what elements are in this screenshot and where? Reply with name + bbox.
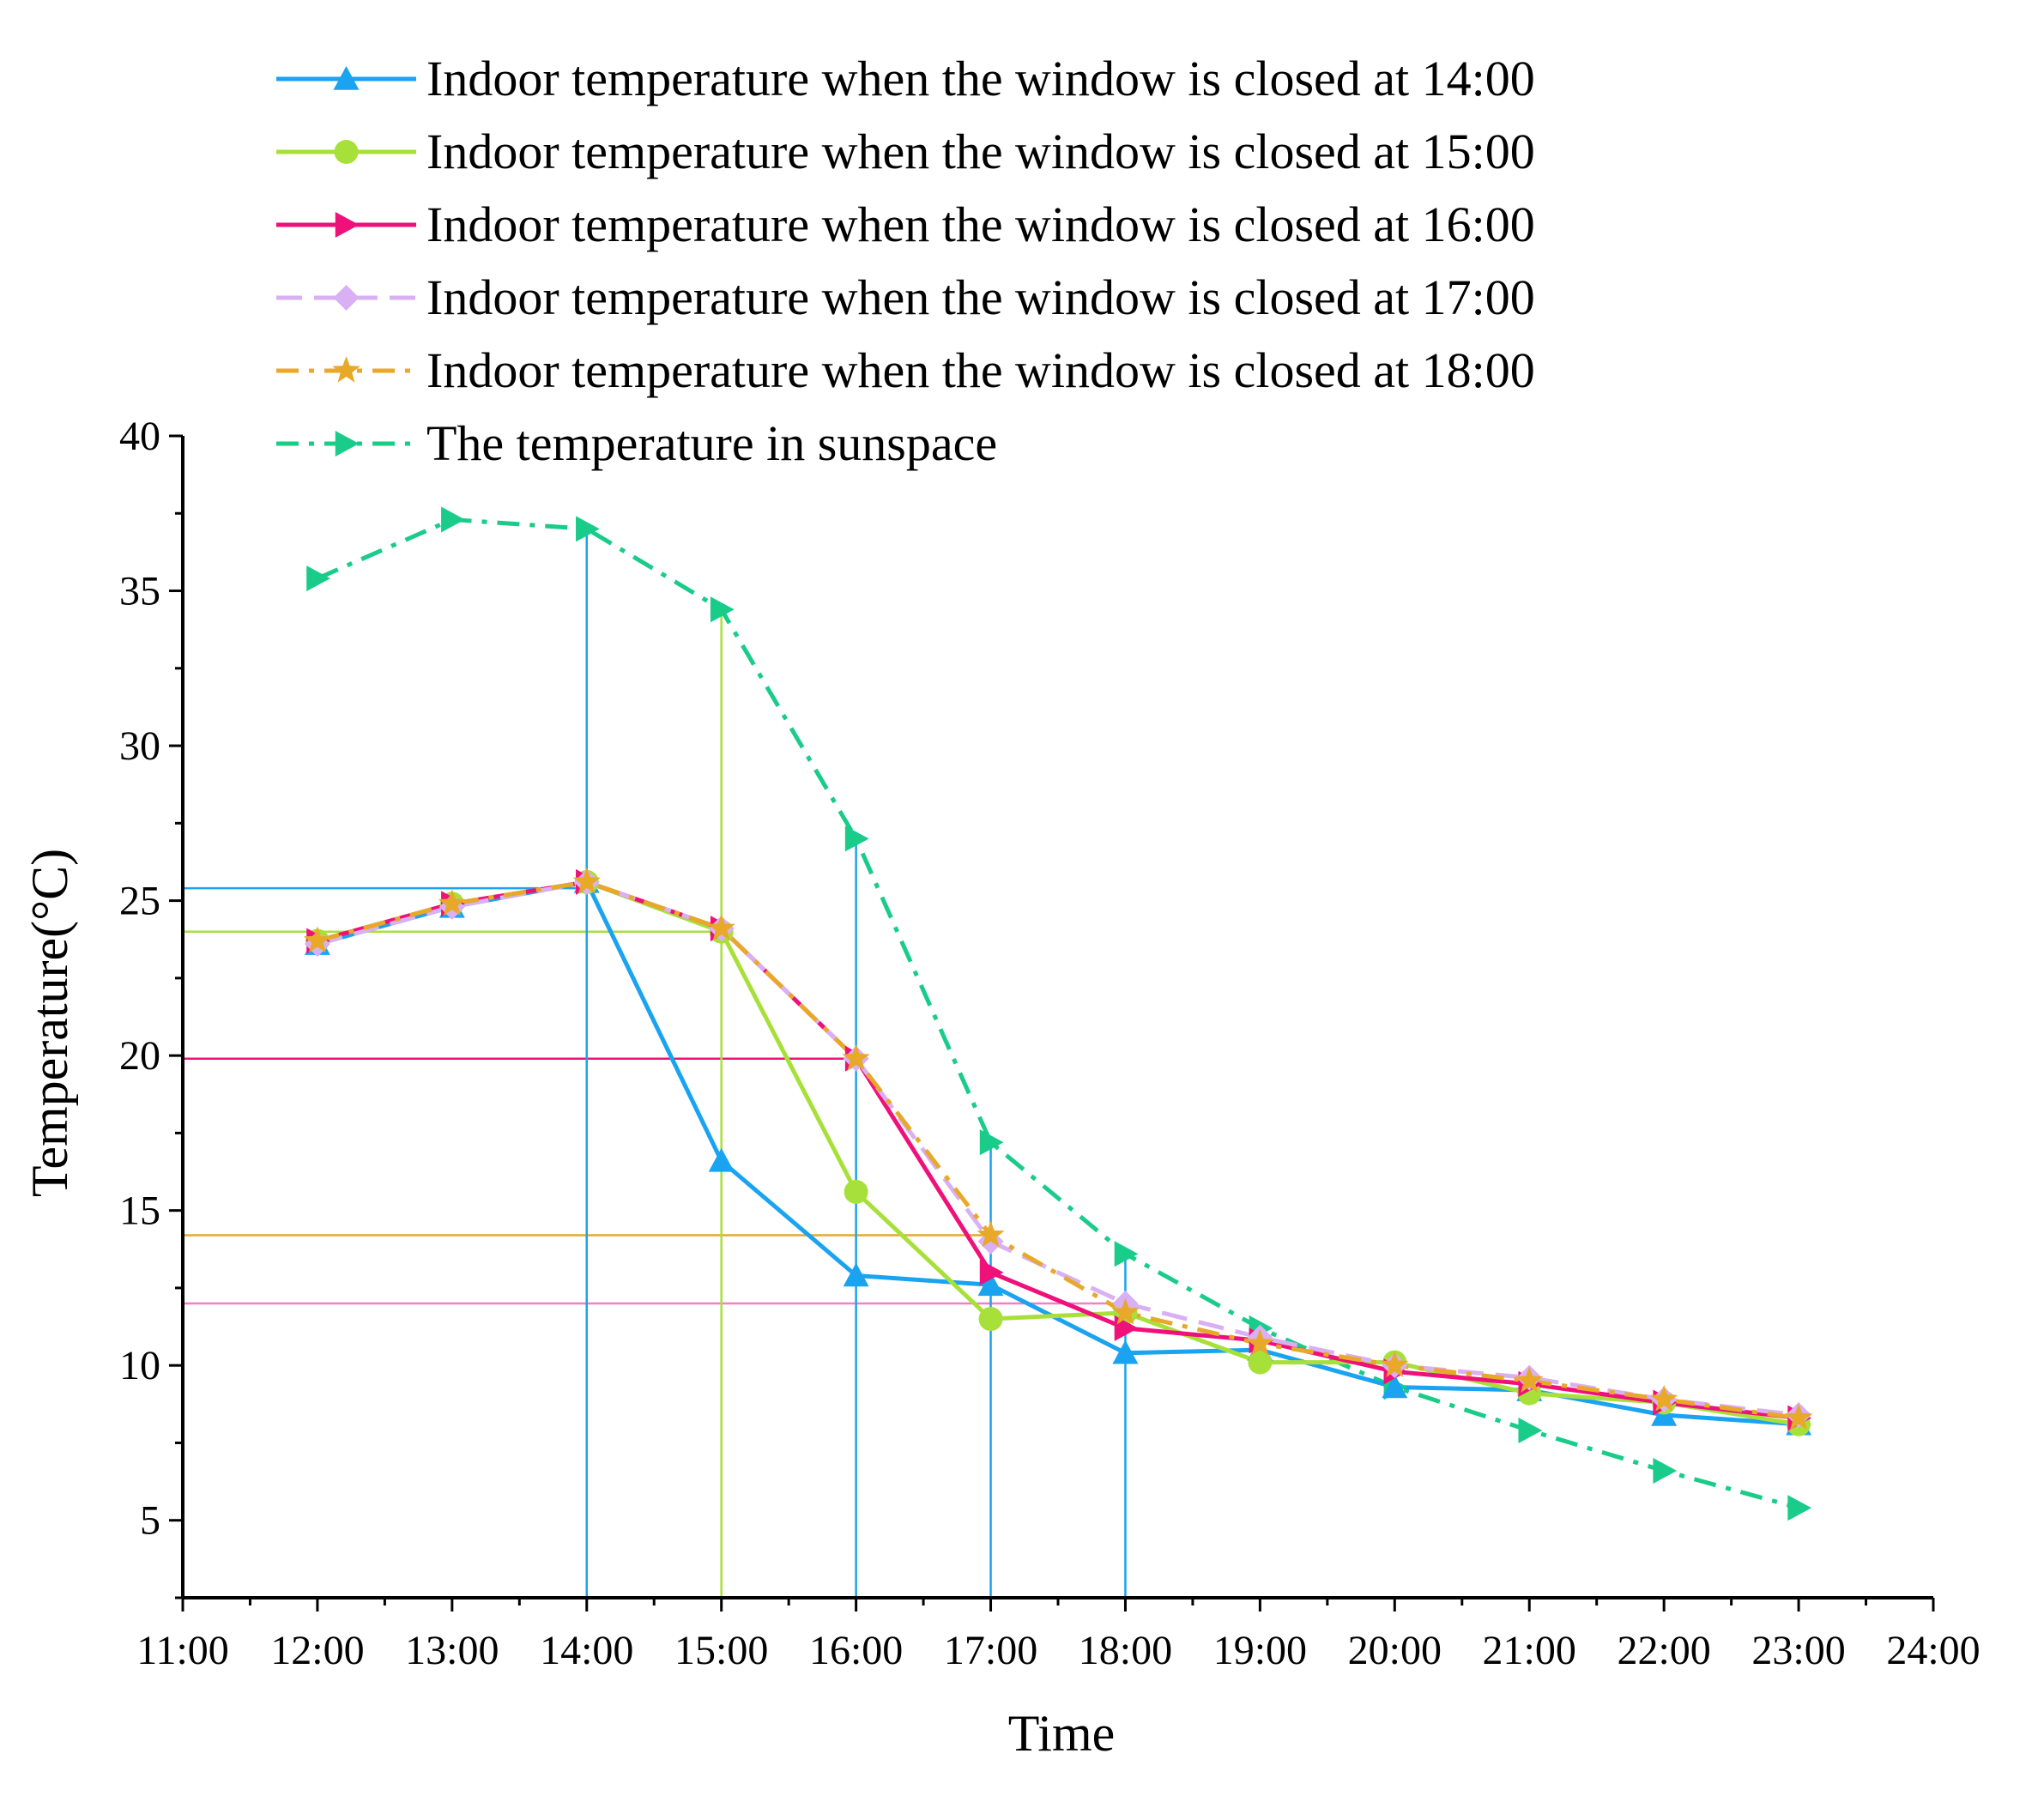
series-line-1 bbox=[317, 880, 1799, 1427]
legend-label-5: Indoor temperature when the window is cl… bbox=[426, 342, 1535, 398]
y-tick-label: 20 bbox=[119, 1033, 160, 1079]
series-1-point-9 bbox=[1382, 1374, 1408, 1399]
series-line-2 bbox=[317, 880, 1799, 1427]
legend-label-1: Indoor temperature when the window is cl… bbox=[426, 51, 1535, 106]
series-6-point-7 bbox=[1114, 1241, 1139, 1267]
x-tick-label: 12:00 bbox=[270, 1628, 364, 1673]
y-tick-label: 40 bbox=[119, 414, 160, 459]
series-5-point-8 bbox=[1246, 1328, 1274, 1356]
legend-label-4: Indoor temperature when the window is cl… bbox=[426, 269, 1535, 325]
series-line-5 bbox=[317, 880, 1799, 1421]
legend: Indoor temperature when the window is cl… bbox=[276, 51, 1535, 471]
series-5-point-2 bbox=[438, 889, 466, 916]
series-6-point-6 bbox=[979, 1129, 1004, 1156]
series-5-point-1 bbox=[303, 926, 332, 953]
x-tick-label: 22:00 bbox=[1617, 1628, 1710, 1673]
y-tick-label: 25 bbox=[119, 879, 160, 924]
legend-marker-1 bbox=[333, 66, 360, 90]
legend-marker-5 bbox=[332, 356, 360, 383]
series-5-point-4 bbox=[707, 914, 735, 940]
x-tick-label: 15:00 bbox=[674, 1628, 768, 1673]
series-line-6 bbox=[316, 517, 1799, 1510]
x-tick-label: 21:00 bbox=[1483, 1628, 1576, 1673]
series-5-point-7 bbox=[1111, 1297, 1140, 1325]
series-5-point-5 bbox=[842, 1043, 870, 1071]
x-tick-label: 11:00 bbox=[136, 1628, 229, 1673]
series-6-point-12 bbox=[1787, 1495, 1812, 1521]
x-tick-label: 20:00 bbox=[1348, 1628, 1442, 1673]
x-tick-label: 17:00 bbox=[944, 1628, 1037, 1673]
x-tick-label: 18:00 bbox=[1079, 1628, 1172, 1673]
series-markers bbox=[303, 506, 1813, 1521]
y-axis-label: Temperature(°C) bbox=[21, 849, 78, 1197]
series-line-3 bbox=[317, 880, 1799, 1421]
series-6-point-2 bbox=[441, 506, 465, 533]
legend-label-3: Indoor temperature when the window is cl… bbox=[426, 197, 1535, 252]
series-5-point-6 bbox=[977, 1220, 1005, 1248]
series-3-point-6 bbox=[979, 1259, 1004, 1285]
x-tick-label: 16:00 bbox=[809, 1628, 903, 1673]
y-tick-label: 35 bbox=[119, 569, 160, 614]
series-lines bbox=[316, 517, 1799, 1510]
legend-marker-6 bbox=[335, 431, 360, 457]
series-line-4 bbox=[317, 880, 1799, 1418]
x-tick-label: 13:00 bbox=[405, 1628, 499, 1673]
legend-label-6: The temperature in sunspace bbox=[426, 415, 997, 471]
series-5-point-12 bbox=[1784, 1403, 1813, 1430]
reference-lines bbox=[183, 529, 1127, 1598]
series-2-point-8 bbox=[1248, 1350, 1273, 1375]
x-tick-label: 19:00 bbox=[1213, 1628, 1307, 1673]
y-tick-label: 15 bbox=[119, 1188, 160, 1234]
series-1-point-5 bbox=[843, 1262, 869, 1287]
legend-marker-2 bbox=[334, 140, 359, 164]
series-5-point-9 bbox=[1381, 1351, 1409, 1377]
y-tick-label: 30 bbox=[119, 723, 160, 769]
series-1-point-6 bbox=[977, 1272, 1004, 1297]
axes: 11:00 12:00 13:00 14:00 15:00 16:00 17:00 18:00… bbox=[119, 414, 1981, 1673]
x-axis-label: Time bbox=[1008, 1705, 1116, 1762]
series-6-point-5 bbox=[844, 825, 869, 852]
x-tick-label: 23:00 bbox=[1751, 1628, 1845, 1673]
x-tick-label: 24:00 bbox=[1886, 1628, 1980, 1673]
series-5-point-10 bbox=[1515, 1366, 1544, 1393]
legend-marker-4 bbox=[333, 285, 360, 311]
y-tick-label: 5 bbox=[140, 1498, 160, 1544]
y-tick-label: 10 bbox=[119, 1343, 160, 1388]
legend-label-2: Indoor temperature when the window is cl… bbox=[426, 124, 1535, 179]
x-tick-label: 14:00 bbox=[540, 1628, 633, 1673]
series-6-point-1 bbox=[306, 565, 330, 592]
series-1-point-4 bbox=[708, 1147, 735, 1172]
series-6-point-4 bbox=[710, 596, 735, 623]
series-5-point-3 bbox=[572, 867, 601, 894]
series-6-point-11 bbox=[1653, 1457, 1678, 1484]
legend-marker-3 bbox=[335, 212, 360, 238]
series-6-point-3 bbox=[576, 516, 600, 542]
series-5-point-11 bbox=[1650, 1384, 1678, 1412]
series-2-point-5 bbox=[844, 1180, 868, 1205]
series-2-point-6 bbox=[978, 1307, 1003, 1332]
series-1-point-7 bbox=[1112, 1339, 1139, 1364]
series-6-point-10 bbox=[1518, 1418, 1543, 1444]
